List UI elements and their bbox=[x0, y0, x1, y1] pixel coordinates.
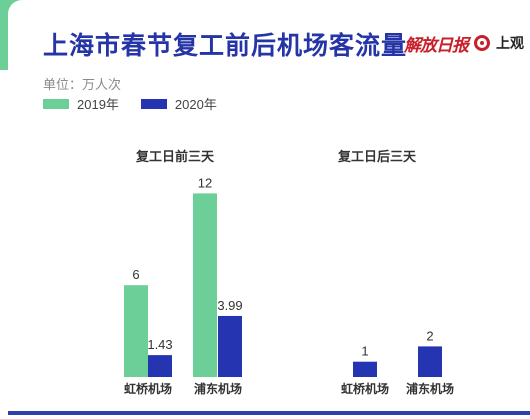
bar-g0-2020-c0 bbox=[148, 355, 172, 377]
category-label: 浦东机场 bbox=[194, 381, 242, 396]
bar-value-label: 1 bbox=[361, 344, 368, 359]
chart-title: 上海市春节复工前后机场客流量 bbox=[43, 32, 408, 60]
shangguan-logo-text: 上观 bbox=[496, 35, 524, 51]
legend-swatch-2020 bbox=[140, 98, 167, 109]
chart-legend: 2019年 2020年 bbox=[43, 94, 239, 113]
group-title-before: 复工日前三天 bbox=[135, 149, 215, 164]
unit-label: 单位：万人次 bbox=[43, 77, 122, 92]
bar-g1-2020-c0 bbox=[353, 361, 377, 377]
legend-label-2019: 2019年 bbox=[77, 97, 119, 112]
category-label: 虹桥机场 bbox=[124, 381, 172, 396]
bar-g0-2020-c1 bbox=[218, 315, 242, 377]
bar-value-label: 12 bbox=[198, 175, 212, 190]
group-title-after: 复工日后三天 bbox=[337, 149, 417, 164]
shangguan-logo-icon bbox=[474, 35, 490, 51]
bar-g1-2020-c1 bbox=[418, 346, 442, 377]
bar-g0-2019-c1 bbox=[193, 193, 217, 377]
legend-swatch-2019 bbox=[43, 98, 69, 109]
bar-value-label: 1.43 bbox=[147, 337, 172, 352]
bar-value-label: 6 bbox=[132, 267, 139, 282]
category-label: 浦东机场 bbox=[406, 381, 454, 396]
bar-value-label: 3.99 bbox=[217, 298, 242, 313]
bar-value-label: 2 bbox=[426, 328, 433, 343]
chart-card bbox=[8, 0, 530, 415]
bar-g0-2019-c0 bbox=[124, 285, 148, 377]
legend-item-2020: 2020年 bbox=[140, 94, 217, 113]
category-label: 虹桥机场 bbox=[341, 381, 389, 396]
jiefang-daily-logo: 解放日报 bbox=[404, 35, 469, 56]
publisher-logos: 解放日报 上观 bbox=[404, 30, 524, 56]
legend-label-2020: 2020年 bbox=[174, 97, 217, 112]
legend-item-2019: 2019年 bbox=[43, 94, 119, 113]
